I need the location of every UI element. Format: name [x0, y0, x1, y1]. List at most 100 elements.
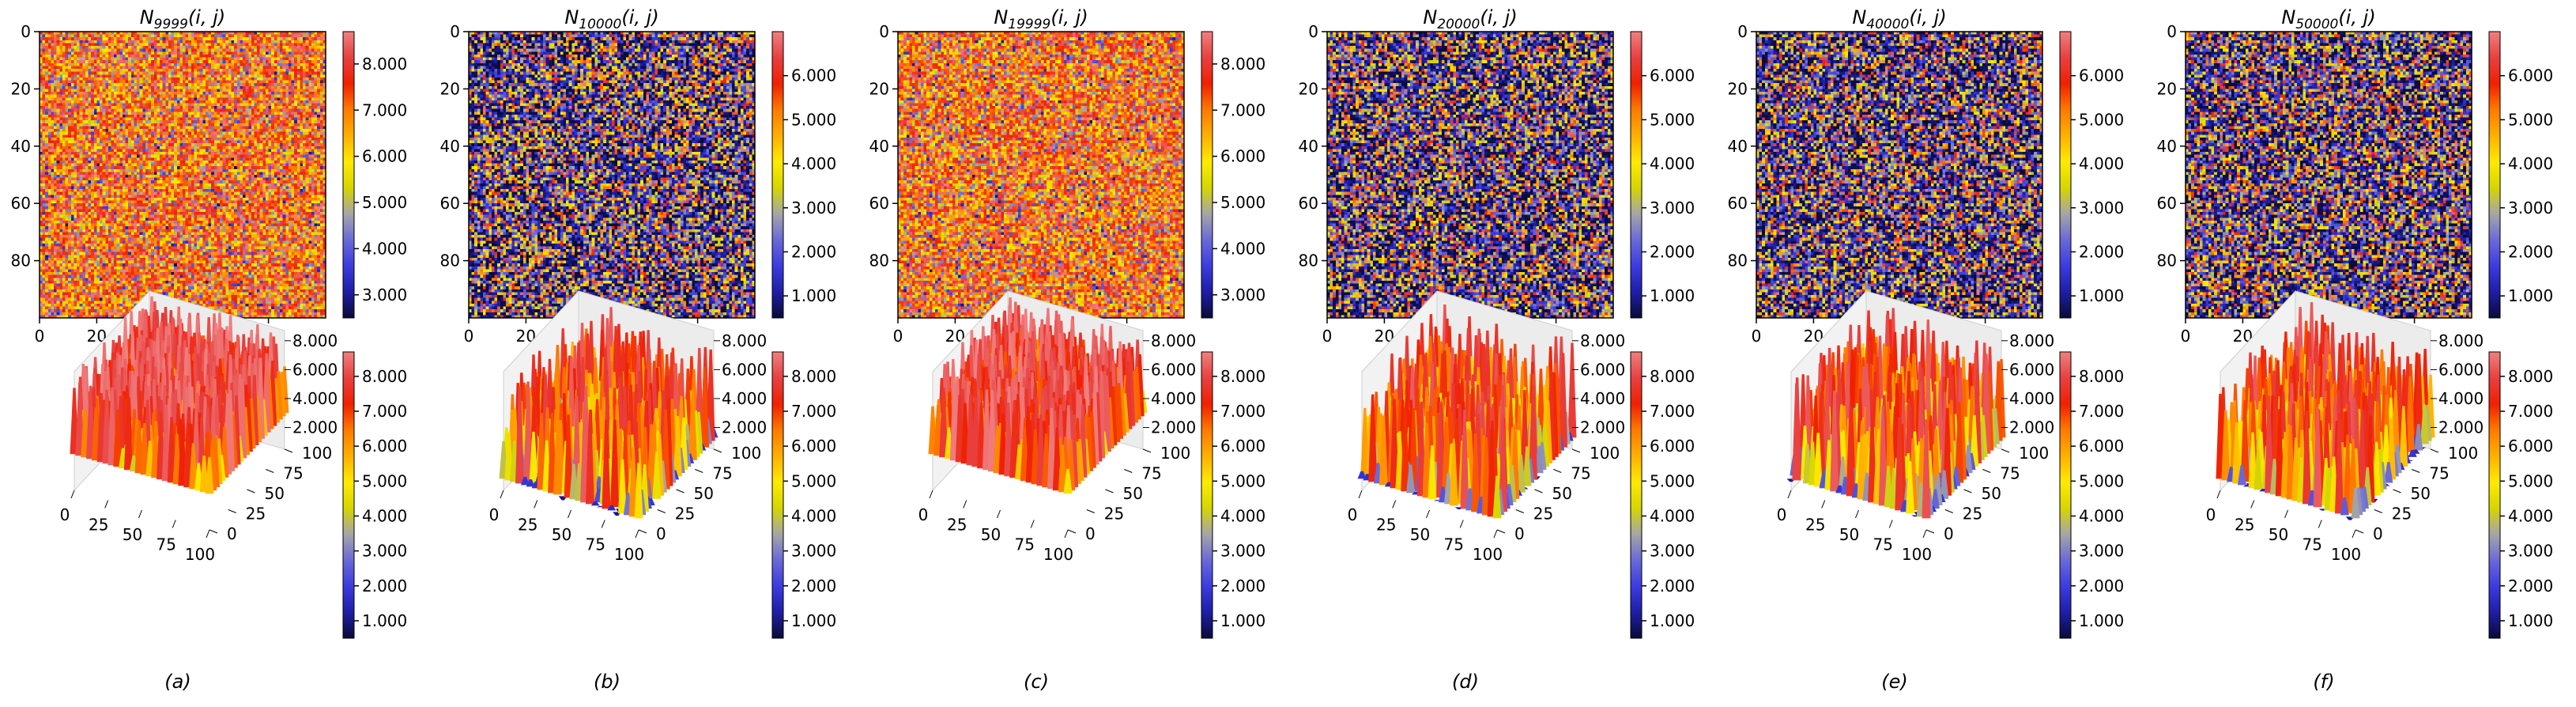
surface-y-tick-mark — [1105, 489, 1114, 493]
surface-z-tick-label: 2.000 — [1580, 418, 1625, 437]
surface-y-tick-mark — [2374, 509, 2382, 513]
x-tick-label: 0 — [1322, 327, 1333, 346]
colorbar-tick-label: 1.000 — [791, 286, 836, 305]
surface-z-tick-label: 8.000 — [2009, 331, 2054, 350]
surface-spike — [2240, 399, 2250, 482]
surface-y-tick-label: 100 — [302, 444, 332, 463]
colorbar-3d-bar — [1630, 351, 1643, 639]
surface-y-tick-mark — [1553, 469, 1562, 473]
surface-y-tick-mark — [676, 489, 685, 493]
colorbar-tick-label: 3.000 — [2079, 542, 2124, 561]
surface-spike — [706, 349, 715, 441]
y-tick-label: 20 — [11, 79, 31, 98]
surface-spike — [564, 414, 573, 498]
colorbar-tick-label: 8.000 — [2079, 367, 2124, 386]
y-tick-label: 20 — [2157, 79, 2177, 98]
colorbar-tick-label: 4.000 — [1650, 506, 1695, 525]
surface-spike — [1857, 435, 1866, 500]
surface-y-tick-label: 75 — [712, 464, 732, 483]
surface-y-tick-mark — [1944, 509, 1953, 513]
surface-z-tick-label: 4.000 — [2438, 389, 2484, 408]
colorbar-3d: 1.000 2.000 3.000 4.000 5.000 6.000 7.000 8.000 — [1630, 351, 1695, 639]
surface-spike — [1058, 444, 1067, 493]
colorbar-2d: 1.000 2.000 3.000 4.000 5.000 6.000 — [771, 31, 836, 319]
panel-a: N9999(i, j)0204060800204060803.0004.0005… — [11, 6, 408, 693]
surface-spike — [590, 501, 600, 506]
colorbar-3d: 1.000 2.000 3.000 4.000 5.000 6.000 7.000 8.000 — [771, 351, 836, 639]
surface-x-tick-label: 25 — [1376, 516, 1396, 535]
surface-y-tick-label: 50 — [1552, 484, 1572, 503]
colorbar-tick-label: 6.000 — [1650, 437, 1695, 456]
surface-spike — [2291, 437, 2301, 501]
surface-spike — [107, 387, 117, 466]
surface-x-tick-label: 25 — [947, 516, 967, 535]
colorbar-tick-label: 5.000 — [1650, 110, 1695, 129]
colorbar-tick-label: 2.000 — [1650, 577, 1695, 595]
colorbar-tick-label: 5.000 — [2508, 471, 2553, 490]
surface-z-tick-label: 4.000 — [292, 389, 338, 408]
surface-z-tick-label: 4.000 — [2009, 389, 2054, 408]
colorbar-tick-label: 3.000 — [1650, 198, 1695, 217]
panel-d: N20000(i, j)0204060800204060801.0002.000… — [1299, 6, 1695, 693]
panel-caption: (b) — [594, 671, 620, 693]
colorbar-tick-label: 2.000 — [1220, 577, 1265, 595]
surface-spike — [1963, 444, 1973, 474]
surface-spike — [2351, 487, 2360, 519]
y-tick-label: 60 — [2157, 194, 2177, 213]
surface-x-tick-label: 100 — [1043, 545, 1073, 564]
surface-spike — [688, 389, 697, 460]
colorbar-tick-label: 3.000 — [362, 285, 407, 304]
surface-x-tick-label: 100 — [614, 545, 644, 564]
surface-x-tick-mark — [568, 509, 571, 519]
surface-x-tick-mark — [104, 500, 109, 509]
colorbar-tick-label: 5.000 — [791, 471, 836, 490]
colorbar-tick-label: 2.000 — [2079, 242, 2124, 261]
colorbar-tick-label: 3.000 — [1220, 542, 1265, 561]
y-tick-label: 0 — [21, 22, 31, 41]
surface-y-tick-label: 0 — [1085, 524, 1096, 543]
colorbar-2d: 1.000 2.000 3.000 4.000 5.000 6.000 — [2059, 31, 2124, 319]
surface-spike — [183, 422, 193, 488]
surface-spike — [140, 422, 149, 475]
surface-x-tick-mark — [1787, 490, 1792, 499]
surface-x-tick-mark — [997, 509, 1001, 519]
surface-z-tick-label: 2.000 — [722, 418, 767, 437]
colorbar-tick-label: 6.000 — [2508, 437, 2553, 456]
surface-spike — [1792, 383, 1801, 481]
surface-spike — [617, 459, 627, 514]
heatmap-d: N20000(i, j)020406080020406080 — [1299, 6, 1614, 346]
y-tick-label: 80 — [440, 251, 460, 270]
surface-x-tick-mark — [1459, 520, 1464, 528]
surface-x-tick-mark — [1922, 529, 1927, 539]
panel-b: N10000(i, j)0204060800204060801.0002.000… — [440, 6, 837, 693]
surface-spike — [1063, 468, 1073, 494]
surface-y-tick-label: 100 — [731, 444, 761, 463]
surface-x-tick-mark — [206, 529, 210, 539]
surface-y-tick-label: 0 — [2373, 524, 2383, 543]
colorbar-tick-label: 3.000 — [362, 542, 407, 561]
surface-x-tick-label: 50 — [552, 525, 571, 544]
x-tick-label: 0 — [2181, 327, 2191, 346]
surface-y-tick-label: 0 — [1944, 524, 1954, 543]
surface-y-tick-mark — [2430, 448, 2439, 453]
surface-y-tick-label: 25 — [2392, 505, 2412, 524]
surface-spike — [1379, 415, 1388, 486]
surface-spike — [2408, 449, 2417, 457]
surface-spike — [1471, 433, 1480, 512]
surface-x-tick-label: 25 — [2235, 516, 2254, 535]
surface-spike — [529, 431, 538, 484]
surface-x-tick-mark — [1064, 529, 1069, 539]
colorbar-tick-label: 8.000 — [1650, 367, 1695, 386]
colorbar-tick-label: 2.000 — [1650, 242, 1695, 261]
surface-x-tick-label: 100 — [1473, 545, 1503, 564]
heatmap-title: N10000(i, j) — [564, 6, 658, 32]
surface-spike — [1406, 464, 1416, 493]
surface-y-tick-label: 75 — [1571, 464, 1590, 483]
surface-spike — [1449, 442, 1458, 506]
colorbar-2d-bar — [771, 31, 784, 319]
y-tick-label: 80 — [2157, 251, 2177, 270]
surface-spike — [1516, 455, 1526, 493]
surface-x-tick-label: 25 — [1805, 516, 1825, 535]
surface-spike — [607, 505, 617, 511]
